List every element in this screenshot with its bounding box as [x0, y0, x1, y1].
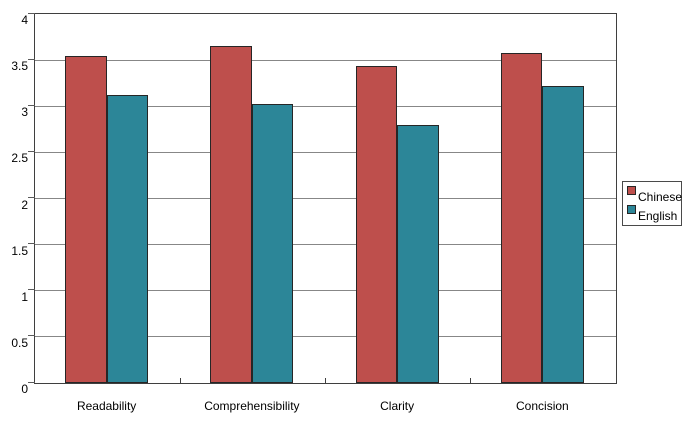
gridline [35, 59, 616, 61]
gridline [35, 198, 616, 199]
legend: Chinese English [622, 181, 682, 226]
y-axis-tick-label: 3.5 [11, 59, 28, 74]
y-axis-tick [28, 381, 35, 383]
y-axis-tick [28, 243, 35, 245]
legend-label: English [638, 209, 678, 223]
gridline [35, 336, 616, 338]
bar-english-comprehensibility [251, 104, 294, 383]
y-axis-tick [28, 58, 35, 60]
x-category-label: Comprehensibility [204, 399, 300, 413]
gridline [35, 244, 616, 246]
bar-english-concision [542, 85, 584, 383]
y-axis-tick [28, 197, 35, 198]
legend-item: English [627, 205, 679, 224]
y-axis-tick-label: 2.5 [11, 151, 28, 166]
legend-item: Chinese [627, 186, 683, 205]
y-axis-tick-label: 3 [21, 105, 28, 120]
y-axis-tick-label: 4 [21, 13, 28, 27]
y-axis-tick [28, 335, 35, 337]
bar-english-readability [106, 95, 148, 383]
y-axis-tick-label: 1 [21, 289, 28, 304]
y-axis-tick [28, 12, 35, 14]
gridline [35, 105, 616, 107]
x-category-label: Concision [516, 399, 569, 413]
y-axis-tick [28, 289, 35, 291]
y-axis-tick-label: 1.5 [11, 243, 28, 258]
y-axis-tick-label: 2 [21, 197, 28, 212]
legend-swatch-chinese [627, 186, 636, 195]
legend-label: Chinese [638, 190, 683, 204]
bar-chinese-readability [65, 55, 107, 383]
plot-area [34, 13, 617, 384]
bar-chinese-concision [500, 52, 543, 383]
x-axis-tick [179, 378, 181, 383]
y-axis-tick [28, 104, 35, 106]
gridline [35, 151, 616, 153]
bar-english-clarity [397, 124, 439, 383]
x-axis-tick [325, 378, 326, 383]
gridline [35, 290, 616, 292]
x-category-label: Clarity [380, 399, 415, 413]
x-category-label: Readability [76, 399, 137, 413]
y-axis-tick [28, 150, 35, 152]
x-axis-tick [470, 378, 472, 383]
y-axis-tick-label: 0 [21, 382, 28, 396]
legend-swatch-english [627, 205, 636, 214]
bar-chinese-clarity [355, 65, 397, 383]
bar-chinese-comprehensibility [210, 46, 252, 383]
y-axis-tick-label: 0.5 [11, 335, 28, 350]
